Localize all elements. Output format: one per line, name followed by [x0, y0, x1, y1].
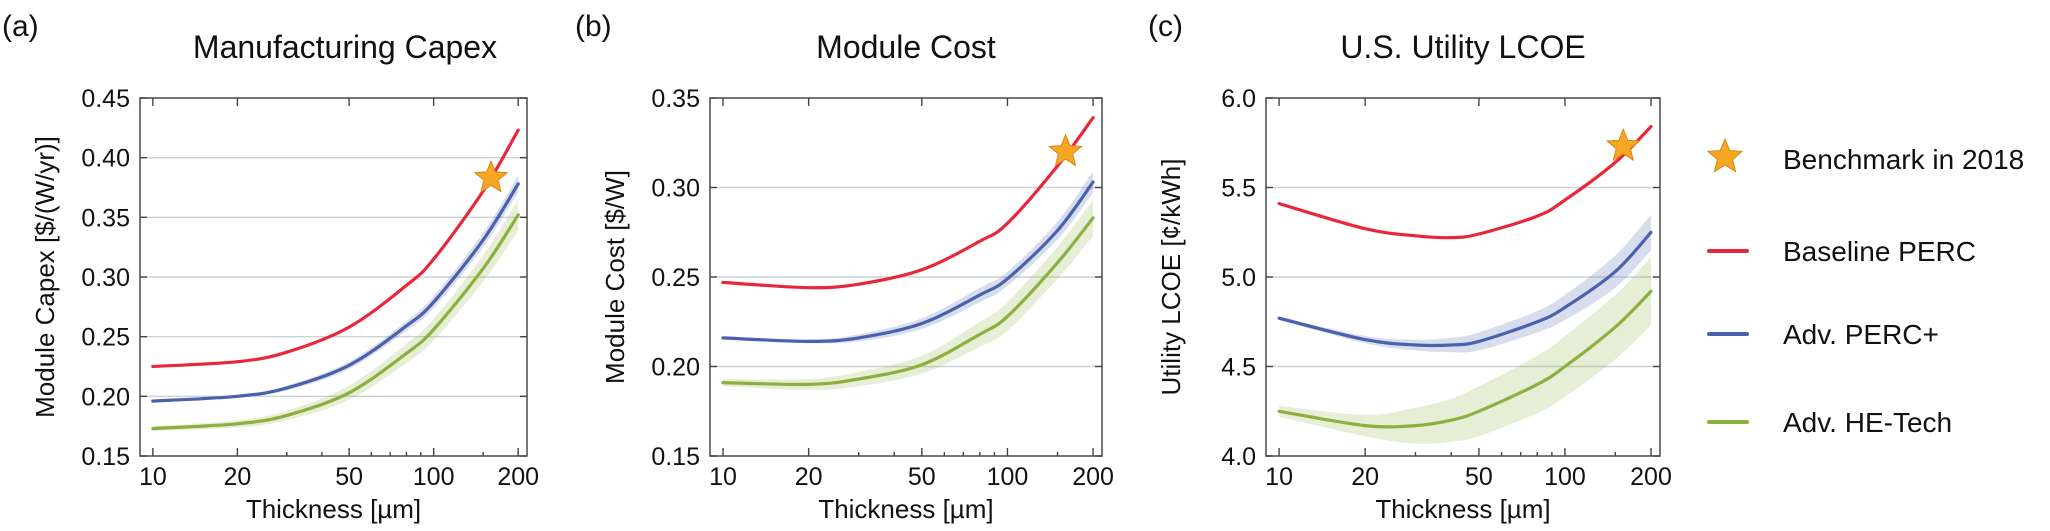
y-tick-label: 4.0	[1221, 443, 1256, 471]
legend-label: Adv. PERC+	[1783, 319, 1939, 350]
y-tick-label: 0.30	[651, 175, 700, 203]
series-line	[1277, 289, 1653, 429]
panel-label: (b)	[575, 10, 612, 43]
x-tick-label: 100	[413, 463, 455, 491]
series-line	[151, 182, 520, 403]
x-tick-label: 50	[335, 463, 363, 491]
x-tick-label: 200	[1072, 463, 1114, 491]
panel-label: (a)	[2, 10, 39, 43]
y-tick-label: 5.5	[1221, 175, 1256, 203]
x-tick-label: 10	[139, 463, 167, 491]
x-tick-label: 50	[1465, 463, 1493, 491]
y-tick-label: 5.0	[1221, 264, 1256, 292]
legend-label: Baseline PERC	[1783, 236, 1976, 267]
x-tick-label: 20	[1351, 463, 1379, 491]
y-tick-label: 0.45	[81, 85, 130, 113]
legend-label: Benchmark in 2018	[1783, 144, 2024, 175]
confidence-band	[1279, 257, 1651, 444]
x-tick-label: 20	[223, 463, 251, 491]
x-tick-label: 10	[709, 463, 737, 491]
y-axis-label: Module Capex [$/(W/yr)]	[30, 136, 60, 418]
x-axis-label: Thickness [µm]	[246, 494, 421, 524]
x-tick-label: 100	[1544, 463, 1586, 491]
series-line	[1277, 125, 1653, 240]
panel-label: (c)	[1148, 10, 1183, 43]
x-tick-label: 200	[497, 463, 539, 491]
y-tick-label: 0.35	[81, 204, 130, 232]
y-axis-label: Utility LCOE [¢/kWh]	[1156, 159, 1186, 396]
benchmark-star-marker	[473, 159, 509, 193]
benchmark-star-marker	[1048, 133, 1083, 167]
confidence-band	[1279, 214, 1651, 353]
y-tick-label: 0.20	[651, 354, 700, 382]
y-tick-label: 0.40	[81, 145, 130, 173]
y-tick-label: 0.20	[81, 383, 130, 411]
y-tick-label: 0.25	[81, 324, 130, 352]
y-tick-label: 0.15	[651, 443, 700, 471]
x-tick-label: 100	[987, 463, 1029, 491]
chart-title: Module Cost	[816, 29, 996, 65]
chart-title: U.S. Utility LCOE	[1340, 29, 1585, 65]
series-line	[721, 216, 1095, 387]
legend-label: Adv. HE-Tech	[1783, 407, 1952, 438]
chart-title: Manufacturing Capex	[193, 29, 497, 65]
y-axis-label: Module Cost [$/W]	[600, 170, 630, 384]
confidence-band	[723, 171, 1094, 344]
confidence-band	[723, 200, 1094, 390]
x-tick-label: 50	[908, 463, 936, 491]
x-tick-label: 20	[795, 463, 823, 491]
benchmark-star-marker	[1605, 127, 1641, 162]
series-line	[721, 180, 1095, 344]
legend-star-icon	[1706, 137, 1744, 173]
y-tick-label: 0.15	[81, 443, 130, 471]
series-line	[1277, 230, 1653, 348]
x-tick-label: 10	[1265, 463, 1293, 491]
series-line	[151, 213, 520, 431]
series-line	[151, 128, 520, 369]
x-tick-label: 200	[1630, 463, 1672, 491]
y-tick-label: 4.5	[1221, 354, 1256, 382]
x-axis-label: Thickness [µm]	[818, 494, 993, 524]
y-tick-label: 6.0	[1221, 85, 1256, 113]
y-tick-label: 0.35	[651, 85, 700, 113]
y-tick-label: 0.25	[651, 264, 700, 292]
x-axis-label: Thickness [µm]	[1375, 494, 1550, 524]
series-line	[721, 116, 1095, 290]
y-tick-label: 0.30	[81, 264, 130, 292]
